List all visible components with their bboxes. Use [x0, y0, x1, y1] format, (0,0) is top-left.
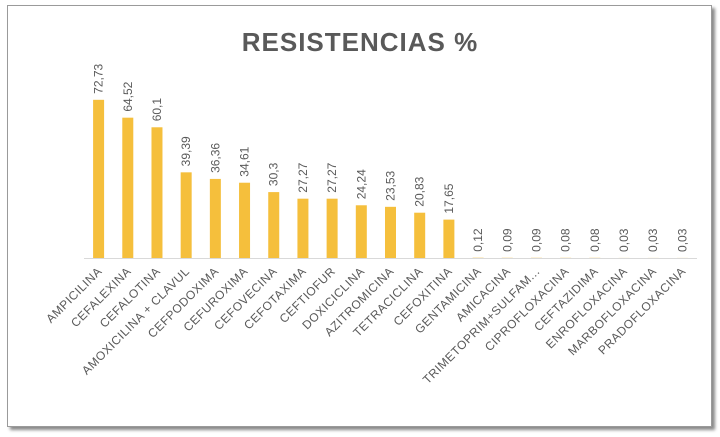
bar [355, 205, 367, 258]
data-label: 0,08 [559, 228, 573, 252]
data-label: 30,3 [267, 162, 281, 186]
bar [239, 182, 251, 258]
data-label: 0,12 [471, 228, 485, 252]
data-label: 24,24 [354, 169, 368, 199]
data-label: 23,53 [384, 170, 398, 200]
bar [414, 212, 426, 258]
data-label: 0,08 [588, 228, 602, 252]
data-label: 17,65 [442, 183, 456, 213]
data-label: 34,61 [238, 146, 252, 176]
data-label: 60,1 [150, 98, 164, 122]
data-label: 36,36 [208, 143, 222, 173]
data-label: 0,09 [529, 228, 543, 252]
bar [151, 127, 163, 258]
data-label: 0,03 [617, 228, 631, 252]
data-label: 39,39 [179, 136, 193, 166]
data-label: 20,83 [413, 176, 427, 206]
bar [443, 219, 455, 258]
data-label: 27,27 [325, 162, 339, 192]
data-label: 64,52 [121, 81, 135, 111]
bar [93, 99, 105, 258]
bar [326, 198, 338, 258]
data-label: 27,27 [296, 162, 310, 192]
bar [209, 178, 221, 258]
bar [268, 192, 280, 258]
bar [385, 206, 396, 258]
bar [180, 172, 192, 258]
data-label: 0,03 [646, 228, 660, 252]
bar [122, 117, 134, 258]
chart-title: RESISTENCIAS % [241, 27, 479, 57]
data-label: 72,73 [92, 63, 106, 93]
bar [297, 198, 309, 258]
data-label: 0,03 [675, 228, 689, 252]
data-label: 0,09 [500, 228, 514, 252]
